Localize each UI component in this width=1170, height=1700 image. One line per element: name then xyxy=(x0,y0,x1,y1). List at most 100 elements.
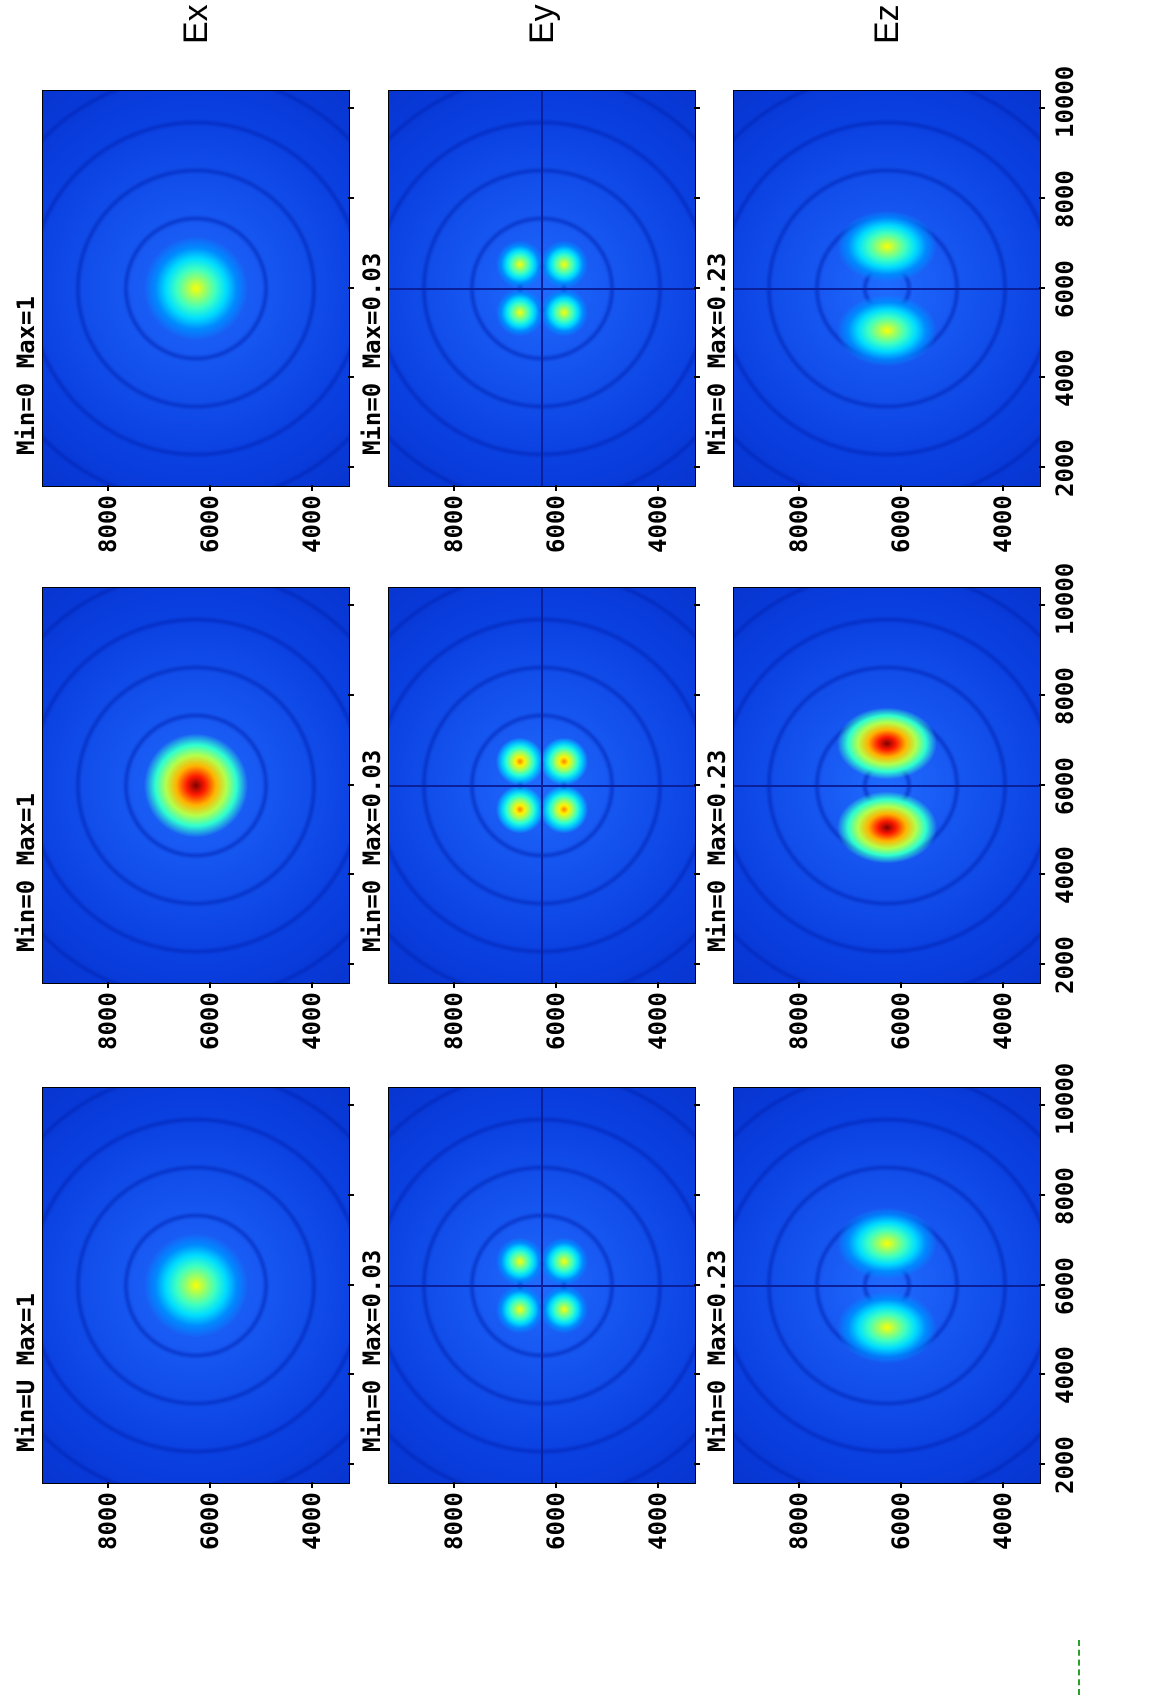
y-tick-mark xyxy=(311,485,314,491)
y-tick-label: 8000 xyxy=(440,495,469,553)
y-tick-label: 6000 xyxy=(887,992,916,1050)
y-tick-mark xyxy=(1002,982,1005,988)
y-tick-mark xyxy=(107,485,110,491)
y-tick-label: 4000 xyxy=(298,495,327,553)
y-tick-mark xyxy=(1002,485,1005,491)
x-tick-mark xyxy=(1039,376,1045,379)
y-tick-mark xyxy=(209,1482,212,1488)
x-tick-mark xyxy=(348,106,354,109)
x-tick-mark xyxy=(348,376,354,379)
minmax-label: Min=0 Max=0.03 xyxy=(358,252,386,455)
y-tick-label: 8000 xyxy=(440,992,469,1050)
center-line-horizontal xyxy=(734,1284,1040,1287)
y-tick-label: 4000 xyxy=(989,495,1018,553)
y-tick-label: 4000 xyxy=(989,992,1018,1050)
y-tick-mark xyxy=(555,485,558,491)
x-tick-mark xyxy=(694,1193,700,1196)
x-tick-mark xyxy=(348,1103,354,1106)
y-tick-mark xyxy=(311,1482,314,1488)
y-tick-label: 6000 xyxy=(196,495,225,553)
y-tick-mark xyxy=(1002,1482,1005,1488)
center-line-horizontal xyxy=(734,784,1040,787)
y-tick-mark xyxy=(657,982,660,988)
y-tick-mark xyxy=(657,1482,660,1488)
x-tick-label: 4000 xyxy=(1051,1346,1079,1405)
minmax-label: Min=U Max=1 xyxy=(12,1293,40,1452)
x-tick-mark xyxy=(348,1283,354,1286)
x-tick-mark xyxy=(694,1463,700,1466)
x-tick-mark xyxy=(348,466,354,469)
y-tick-label: 8000 xyxy=(785,1492,814,1550)
x-tick-mark xyxy=(694,196,700,199)
x-tick-label: 4000 xyxy=(1051,349,1079,408)
dashed-marker xyxy=(1078,1640,1082,1695)
y-tick-mark xyxy=(209,485,212,491)
x-tick-mark xyxy=(348,693,354,696)
x-tick-mark xyxy=(694,693,700,696)
x-tick-mark xyxy=(694,963,700,966)
x-tick-mark xyxy=(1039,1193,1045,1196)
heatmap-panel-ey-3 xyxy=(388,90,696,487)
x-tick-mark xyxy=(1039,1463,1045,1466)
y-tick-mark xyxy=(555,982,558,988)
x-tick-label: 10000 xyxy=(1051,65,1079,138)
x-tick-mark xyxy=(694,603,700,606)
y-tick-mark xyxy=(209,982,212,988)
x-tick-mark xyxy=(1039,1103,1045,1106)
minmax-label: Min=0 Max=0.23 xyxy=(703,749,731,952)
y-tick-label: 6000 xyxy=(542,992,571,1050)
x-tick-mark xyxy=(348,783,354,786)
x-tick-label: 6000 xyxy=(1051,1256,1079,1315)
y-tick-label: 8000 xyxy=(94,992,123,1050)
x-tick-label: 6000 xyxy=(1051,756,1079,815)
y-tick-label: 8000 xyxy=(440,1492,469,1550)
y-tick-mark xyxy=(107,1482,110,1488)
x-tick-mark xyxy=(1039,963,1045,966)
heatmap-background xyxy=(43,91,349,486)
heatmap-panel-ez-3 xyxy=(733,90,1041,487)
y-tick-label: 6000 xyxy=(887,495,916,553)
y-tick-mark xyxy=(453,1482,456,1488)
y-tick-label: 8000 xyxy=(785,992,814,1050)
x-tick-mark xyxy=(694,376,700,379)
y-tick-mark xyxy=(900,1482,903,1488)
x-tick-mark xyxy=(348,1373,354,1376)
y-tick-label: 8000 xyxy=(94,495,123,553)
x-tick-mark xyxy=(1039,196,1045,199)
component-label-ey: Ey xyxy=(523,4,561,44)
y-tick-mark xyxy=(900,485,903,491)
x-tick-label: 4000 xyxy=(1051,846,1079,905)
y-tick-mark xyxy=(798,982,801,988)
y-tick-label: 8000 xyxy=(785,495,814,553)
y-tick-mark xyxy=(657,485,660,491)
x-tick-mark xyxy=(348,963,354,966)
y-tick-label: 4000 xyxy=(298,1492,327,1550)
x-tick-mark xyxy=(1039,1373,1045,1376)
y-tick-label: 6000 xyxy=(196,992,225,1050)
x-tick-label: 2000 xyxy=(1051,1436,1079,1495)
center-line-vertical xyxy=(541,91,543,486)
heatmap-panel-ez-1 xyxy=(733,1087,1041,1484)
component-label-ez: Ez xyxy=(868,4,906,44)
y-tick-label: 6000 xyxy=(542,1492,571,1550)
x-tick-label: 8000 xyxy=(1051,1166,1079,1225)
x-tick-label: 8000 xyxy=(1051,666,1079,725)
y-tick-mark xyxy=(453,485,456,491)
x-tick-mark xyxy=(348,1463,354,1466)
x-tick-mark xyxy=(1039,286,1045,289)
y-tick-mark xyxy=(798,485,801,491)
minmax-label: Min=0 Max=0.23 xyxy=(703,1249,731,1452)
x-tick-mark xyxy=(348,286,354,289)
heatmap-panel-ex-3 xyxy=(42,90,350,487)
x-tick-mark xyxy=(694,1373,700,1376)
minmax-label: Min=0 Max=1 xyxy=(12,296,40,455)
minmax-label: Min=0 Max=0.03 xyxy=(358,1249,386,1452)
heatmap-panel-ey-2 xyxy=(388,587,696,984)
center-line-vertical xyxy=(541,588,543,983)
y-tick-label: 6000 xyxy=(196,1492,225,1550)
y-tick-mark xyxy=(107,982,110,988)
x-tick-mark xyxy=(348,196,354,199)
y-tick-label: 6000 xyxy=(887,1492,916,1550)
heatmap-background xyxy=(43,1088,349,1483)
